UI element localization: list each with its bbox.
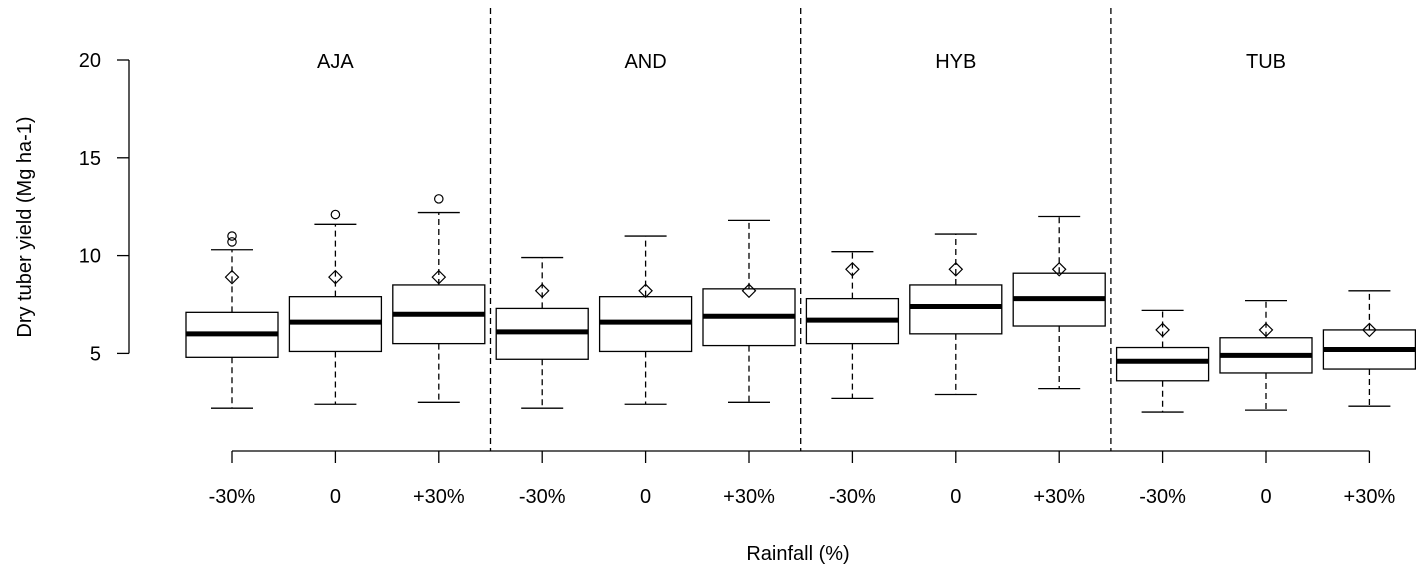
x-tick-label: +30% (1033, 486, 1085, 508)
outlier-point (227, 237, 237, 247)
mean-marker (741, 283, 757, 299)
box-TUB--30% (1115, 309, 1210, 413)
mean-marker (534, 283, 550, 299)
x-axis: -30% 0 +30% -30% 0 +30% -30% 0 +30% -30% 0 +30% (209, 450, 1396, 508)
box-HYB-0 (909, 233, 1003, 396)
x-tick-label: -30% (829, 486, 876, 508)
box-AND-+30% (702, 219, 796, 403)
mean-marker (1051, 261, 1067, 277)
mean-marker (948, 261, 964, 277)
x-tick-label: 0 (330, 486, 341, 508)
iqr-box (1115, 346, 1210, 382)
mean-marker (224, 269, 240, 285)
y-axis-label: Dry tuber yield (Mg ha-1) (14, 116, 36, 337)
x-tick-label: -30% (519, 486, 566, 508)
box-TUB-0 (1219, 299, 1313, 411)
boxes (185, 194, 1416, 413)
y-tick-label: 5 (90, 343, 101, 365)
x-tick-label: 0 (640, 486, 651, 508)
group-label: AND (624, 51, 666, 73)
group-label: AJA (317, 51, 354, 73)
x-tick-label: -30% (1139, 486, 1186, 508)
y-tick-label: 15 (79, 148, 101, 170)
box-HYB-+30% (1012, 215, 1106, 390)
mean-marker (845, 261, 860, 277)
mean-marker (431, 269, 447, 285)
group-label: HYB (935, 51, 976, 73)
group-labels: AJA AND HYB TUB (317, 51, 1286, 73)
outlier-point (227, 231, 237, 241)
x-axis-label: Rainfall (%) (746, 543, 849, 565)
box-AND-0 (598, 235, 693, 405)
x-tick-label: -30% (209, 486, 256, 508)
x-tick-label: 0 (1260, 486, 1271, 508)
group-dividers (489, 8, 1112, 451)
box-HYB--30% (805, 251, 900, 400)
outlier-point (433, 194, 444, 204)
outlier-point (330, 209, 341, 220)
y-tick-label: 10 (79, 246, 101, 268)
y-axis: 5 10 15 20 (79, 50, 130, 365)
mean-marker (328, 269, 343, 285)
box-TUB-+30% (1322, 290, 1416, 407)
x-tick-label: 0 (950, 486, 961, 508)
x-tick-label: +30% (1344, 486, 1396, 508)
mean-marker (1258, 322, 1274, 338)
box-AJA-+30% (392, 194, 486, 403)
mean-marker (1362, 322, 1377, 338)
mean-marker (1155, 322, 1170, 338)
y-tick-label: 20 (79, 50, 101, 72)
iqr-box (909, 284, 1003, 335)
x-tick-label: +30% (723, 486, 775, 508)
box-AJA--30% (185, 231, 279, 409)
box-AJA-0 (288, 209, 383, 405)
x-tick-label: +30% (413, 486, 465, 508)
box-AND--30% (495, 256, 589, 409)
mean-marker (638, 283, 653, 299)
group-label: TUB (1246, 51, 1286, 73)
